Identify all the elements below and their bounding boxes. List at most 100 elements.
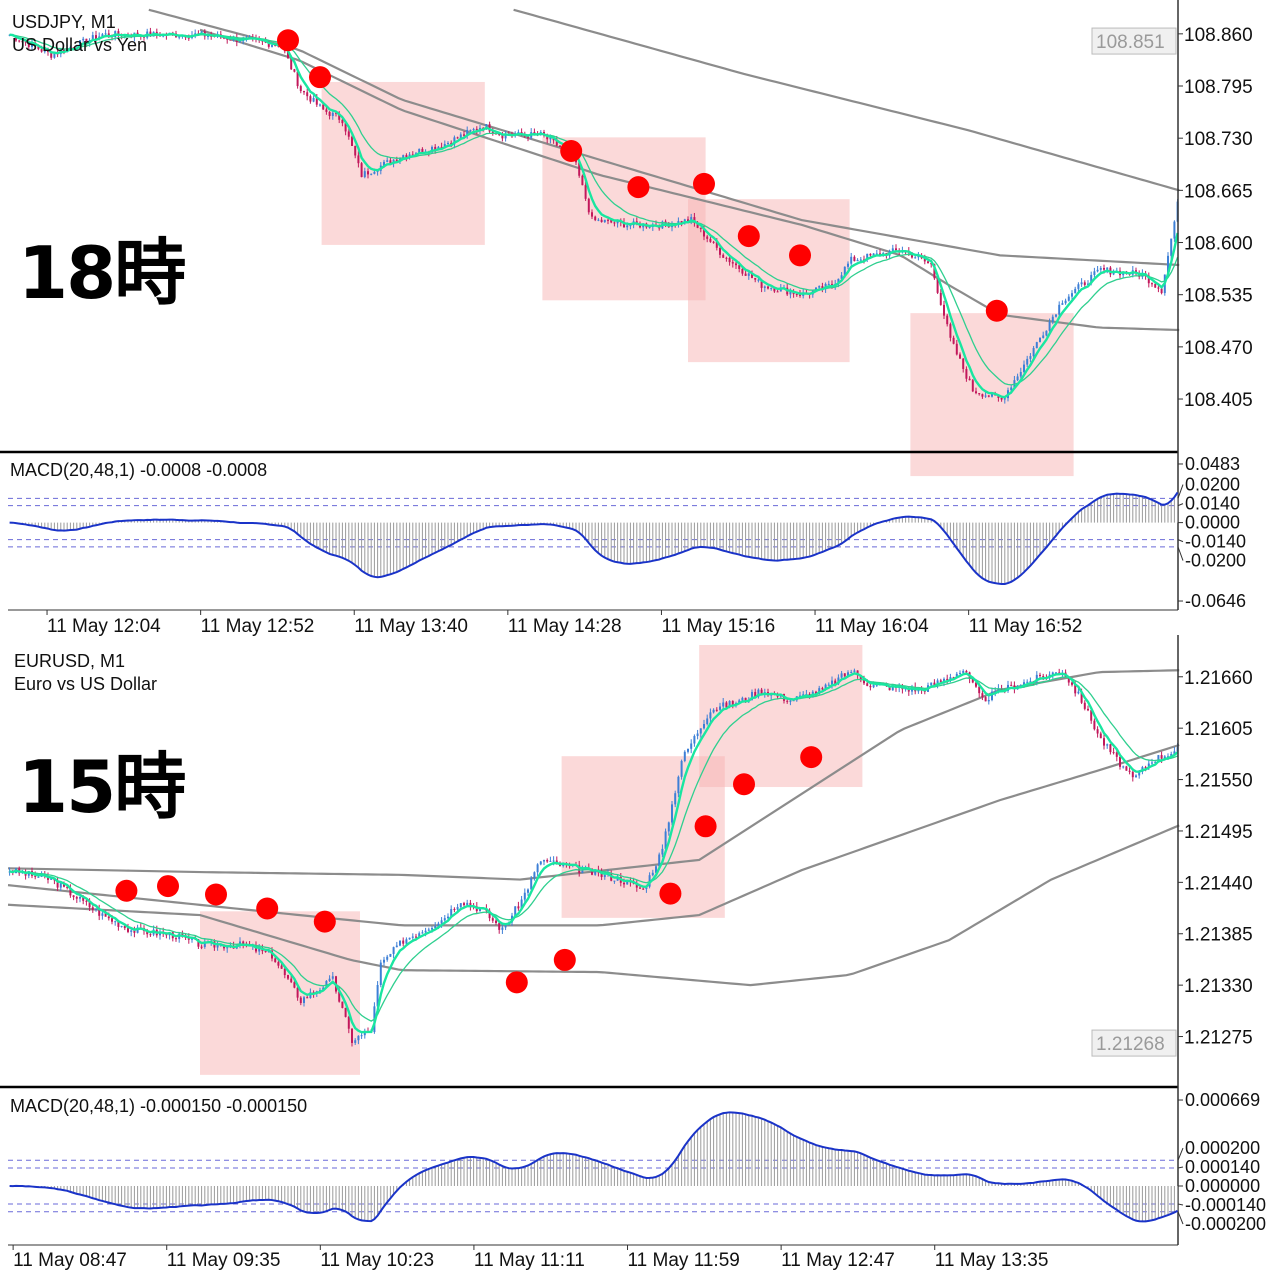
candle-body — [453, 909, 456, 911]
candle-body — [1112, 272, 1115, 275]
candle-body — [319, 990, 321, 992]
candle-body — [536, 864, 539, 873]
price-tick-label: 1.21385 — [1184, 925, 1253, 946]
candle-body — [344, 1007, 347, 1017]
candle-body — [338, 991, 341, 1002]
candle-body — [965, 670, 968, 673]
candle-body — [405, 155, 408, 158]
candle-body — [603, 874, 606, 878]
candle-body — [1093, 271, 1096, 275]
candle-body — [719, 247, 721, 255]
candle-body — [978, 686, 981, 694]
candle-body — [267, 42, 270, 47]
candle-body — [1042, 335, 1045, 338]
candle-body — [1055, 672, 1057, 674]
gray-moving-average-line — [7, 824, 1180, 987]
candle-body — [443, 918, 446, 921]
candle-body — [607, 219, 609, 221]
candle-body — [306, 92, 309, 97]
candle-body — [824, 684, 827, 690]
candle-body — [549, 137, 552, 140]
candle-body — [175, 938, 177, 940]
candle-body — [520, 899, 523, 909]
candle-body — [786, 700, 789, 702]
candle-body — [939, 680, 942, 682]
candle-body — [290, 978, 293, 983]
signal-dot — [737, 225, 760, 248]
price-tick-label: 1.21605 — [1184, 719, 1253, 740]
candle-body — [594, 216, 597, 221]
candle-body — [818, 688, 821, 695]
price-tick-label: 108.665 — [1184, 181, 1253, 202]
candle-body — [91, 907, 94, 910]
candle-body — [1170, 238, 1173, 256]
candle-body — [655, 866, 657, 873]
candle-body — [981, 693, 984, 698]
candle-body — [315, 97, 318, 105]
time-axis-label: 11 May 16:04 — [815, 616, 929, 637]
candle-body — [760, 279, 763, 288]
candle-body — [1109, 744, 1112, 753]
candle-body — [367, 171, 369, 175]
candle-body — [1087, 708, 1089, 711]
candle-body — [517, 906, 520, 909]
candle-body — [546, 860, 549, 862]
candle-body — [117, 31, 120, 36]
candle-body — [296, 71, 299, 87]
candle-body — [1157, 287, 1160, 289]
candle-body — [440, 920, 443, 924]
candle-body — [703, 724, 705, 729]
candle-body — [914, 257, 917, 259]
candle-body — [527, 889, 529, 893]
candle-body — [405, 939, 408, 944]
candle-body — [271, 950, 273, 959]
annotation-15h: 15時 — [18, 745, 186, 829]
candle-body — [1151, 283, 1153, 285]
candle-body — [827, 283, 830, 285]
macd-tick-label: 0.000140 — [1185, 1157, 1260, 1177]
candle-body — [690, 743, 693, 749]
candle-body — [331, 112, 334, 117]
candle-body — [875, 684, 878, 686]
signal-dot — [560, 140, 583, 163]
candle-body — [498, 134, 501, 136]
candle-body — [792, 700, 795, 702]
time-axis-label: 11 May 14:28 — [508, 616, 622, 637]
candle-body — [946, 315, 949, 325]
candle-body — [264, 951, 267, 953]
macd-tick-mark — [1177, 546, 1184, 561]
candle-body — [869, 253, 872, 256]
candle-body — [773, 288, 776, 292]
candle-body — [216, 944, 219, 948]
time-axis-label: 11 May 09:35 — [167, 1250, 281, 1271]
candle-body — [1157, 755, 1160, 763]
candle-body — [389, 160, 392, 164]
macd-tick-mark — [1177, 539, 1184, 543]
candle-body — [56, 880, 59, 888]
candle-body — [997, 688, 1000, 692]
candle-body — [456, 137, 459, 139]
price-tick-label: 108.600 — [1184, 234, 1253, 255]
candle-body — [1077, 691, 1080, 694]
candle-body — [1016, 376, 1019, 381]
candle-body — [1061, 303, 1064, 305]
candle-body — [18, 40, 21, 42]
price-tick-label: 1.21660 — [1184, 668, 1253, 689]
candle-body — [789, 700, 792, 702]
candle-body — [843, 266, 846, 276]
candle-body — [597, 219, 600, 221]
description-label-usdjpy: US Dollar vs Yen — [12, 35, 148, 55]
candle-body — [319, 104, 321, 106]
time-axis-label: 11 May 13:40 — [354, 616, 468, 637]
candle-body — [34, 875, 37, 877]
candle-body — [629, 225, 632, 227]
candle-body — [469, 902, 472, 907]
candle-body — [763, 286, 766, 288]
candle-body — [853, 256, 856, 262]
candle-body — [287, 975, 289, 979]
candle-body — [341, 1001, 344, 1008]
candle-body — [459, 903, 462, 908]
candle-body — [936, 278, 939, 293]
candle-body — [728, 701, 731, 708]
candle-body — [463, 134, 465, 136]
